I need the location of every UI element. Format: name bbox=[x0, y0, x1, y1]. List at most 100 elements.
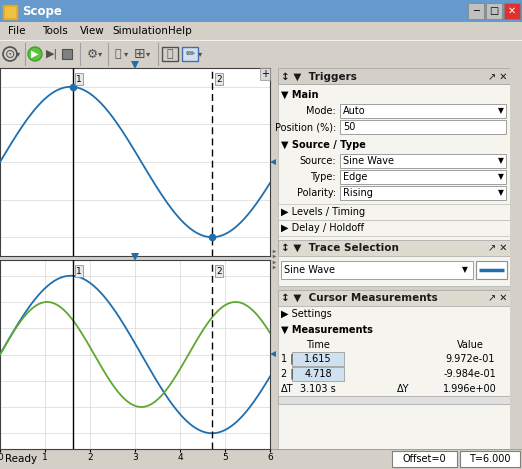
Bar bbox=[486, 3, 502, 19]
Bar bbox=[476, 261, 507, 279]
Text: 2: 2 bbox=[216, 75, 221, 84]
Text: ▼: ▼ bbox=[462, 265, 468, 274]
Text: 1: 1 bbox=[76, 75, 82, 84]
Bar bbox=[340, 154, 506, 168]
Text: ─: ─ bbox=[473, 6, 479, 16]
Text: -9.984e-01: -9.984e-01 bbox=[444, 369, 496, 379]
Bar bbox=[5, 7, 15, 17]
Bar bbox=[340, 170, 506, 184]
Bar bbox=[278, 68, 510, 84]
Text: ▶ Settings: ▶ Settings bbox=[281, 309, 332, 319]
Text: ✕: ✕ bbox=[508, 6, 516, 16]
Text: ▼ Source / Type: ▼ Source / Type bbox=[281, 140, 366, 150]
Bar bbox=[278, 84, 510, 252]
Text: Scope: Scope bbox=[22, 5, 62, 17]
Text: View: View bbox=[80, 26, 105, 36]
Text: ΔT: ΔT bbox=[281, 384, 293, 394]
Text: 1 |: 1 | bbox=[281, 354, 293, 364]
Text: Tools: Tools bbox=[42, 26, 68, 36]
Bar bbox=[340, 186, 506, 200]
Text: Edge: Edge bbox=[343, 172, 367, 182]
Text: ▶ Levels / Timing: ▶ Levels / Timing bbox=[281, 207, 365, 217]
Bar bbox=[340, 104, 506, 118]
Text: ▾: ▾ bbox=[146, 50, 150, 59]
Text: ▾: ▾ bbox=[124, 50, 128, 59]
Text: ▶|: ▶| bbox=[46, 49, 58, 59]
Text: Mode:: Mode: bbox=[306, 106, 336, 116]
Text: 1.996e+00: 1.996e+00 bbox=[443, 384, 497, 394]
Bar bbox=[278, 306, 510, 449]
Bar bbox=[278, 240, 510, 256]
Text: Ready: Ready bbox=[5, 454, 37, 464]
Text: ▼: ▼ bbox=[498, 157, 504, 166]
Text: ▼ Measurements: ▼ Measurements bbox=[281, 325, 373, 335]
Text: ↕ ▼  Triggers: ↕ ▼ Triggers bbox=[281, 72, 357, 82]
Text: ▾: ▾ bbox=[198, 50, 202, 59]
Bar bbox=[278, 220, 510, 236]
Bar bbox=[278, 290, 510, 306]
Text: Source:: Source: bbox=[300, 156, 336, 166]
Bar bbox=[3, 5, 17, 19]
Text: ▶: ▶ bbox=[31, 49, 39, 59]
Text: 2: 2 bbox=[216, 267, 221, 276]
Text: File: File bbox=[8, 26, 26, 36]
Text: ▼: ▼ bbox=[498, 173, 504, 182]
Text: Sine Wave: Sine Wave bbox=[284, 265, 335, 275]
Text: Sine Wave: Sine Wave bbox=[343, 156, 394, 166]
Text: ↕ ▼  Cursor Measurements: ↕ ▼ Cursor Measurements bbox=[281, 293, 438, 303]
Text: Polarity:: Polarity: bbox=[297, 188, 336, 198]
Text: +: + bbox=[260, 69, 269, 79]
Text: ↗ ✕: ↗ ✕ bbox=[488, 243, 507, 253]
Text: T=6.000: T=6.000 bbox=[469, 454, 511, 464]
Text: 4.718: 4.718 bbox=[304, 369, 332, 379]
Text: ⚙: ⚙ bbox=[86, 47, 98, 61]
Text: 3.103 s: 3.103 s bbox=[300, 384, 336, 394]
Text: □: □ bbox=[490, 6, 499, 16]
Text: Help: Help bbox=[168, 26, 192, 36]
Text: Offset=0: Offset=0 bbox=[402, 454, 446, 464]
Text: ▾: ▾ bbox=[98, 50, 102, 59]
Bar bbox=[281, 261, 473, 279]
Text: ⊞: ⊞ bbox=[134, 47, 146, 61]
Bar bbox=[460, 451, 520, 467]
Text: Position (%):: Position (%): bbox=[275, 122, 336, 132]
Text: 🔍: 🔍 bbox=[115, 49, 121, 59]
Bar bbox=[62, 49, 72, 59]
Text: ⊙: ⊙ bbox=[5, 47, 15, 61]
Text: Rising: Rising bbox=[343, 188, 373, 198]
Text: 1.615: 1.615 bbox=[304, 354, 332, 364]
Text: ▾: ▾ bbox=[16, 50, 20, 59]
Text: Time: Time bbox=[306, 340, 330, 350]
Bar bbox=[278, 256, 510, 286]
Text: 📷: 📷 bbox=[167, 49, 173, 59]
Text: 2 |: 2 | bbox=[281, 369, 293, 379]
Text: ▼ Main: ▼ Main bbox=[281, 90, 318, 100]
Bar bbox=[292, 352, 344, 366]
Bar bbox=[162, 47, 178, 61]
Text: 50: 50 bbox=[343, 122, 355, 132]
Text: ↗ ✕: ↗ ✕ bbox=[488, 293, 507, 303]
Text: Value: Value bbox=[457, 340, 483, 350]
Text: 1: 1 bbox=[76, 267, 82, 276]
Bar bbox=[182, 47, 198, 61]
Bar bbox=[468, 3, 484, 19]
Bar bbox=[392, 451, 457, 467]
Circle shape bbox=[28, 47, 42, 61]
Bar bbox=[340, 120, 506, 134]
Bar bbox=[278, 396, 510, 404]
Text: ↕ ▼  Trace Selection: ↕ ▼ Trace Selection bbox=[281, 243, 399, 253]
Text: Simulation: Simulation bbox=[112, 26, 168, 36]
Text: Type:: Type: bbox=[311, 172, 336, 182]
Text: ↗ ✕: ↗ ✕ bbox=[488, 72, 507, 82]
Text: ▼: ▼ bbox=[498, 106, 504, 115]
Bar bbox=[278, 68, 510, 84]
Text: Auto: Auto bbox=[343, 106, 365, 116]
Bar bbox=[504, 3, 520, 19]
Text: ✏: ✏ bbox=[185, 49, 195, 59]
Text: ▶ Delay / Holdoff: ▶ Delay / Holdoff bbox=[281, 223, 364, 233]
Bar bbox=[278, 204, 510, 220]
Text: ΔY: ΔY bbox=[397, 384, 409, 394]
Bar bbox=[292, 367, 344, 381]
Text: 9.972e-01: 9.972e-01 bbox=[445, 354, 495, 364]
Text: ▼: ▼ bbox=[498, 189, 504, 197]
